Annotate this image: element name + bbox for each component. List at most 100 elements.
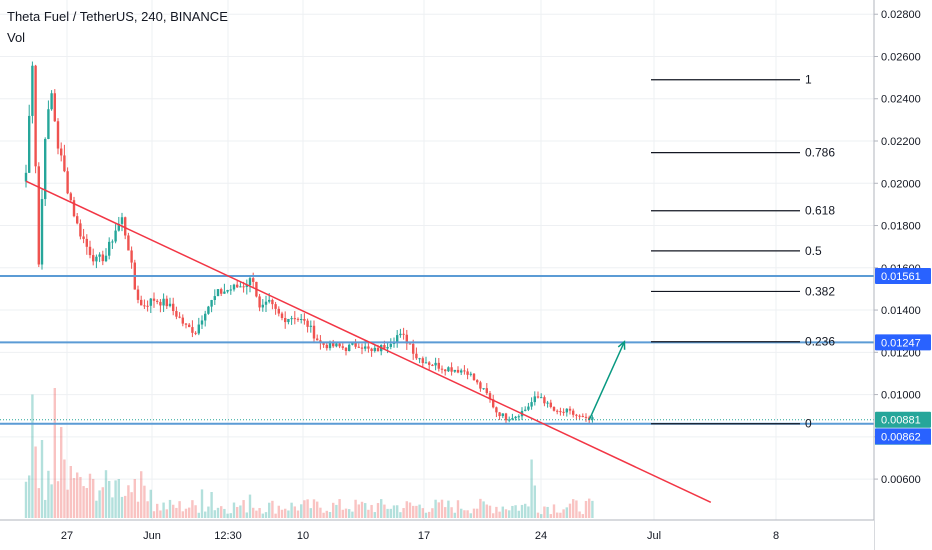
volume-bar — [127, 485, 130, 518]
volume-bar — [133, 479, 136, 518]
candle-body — [389, 343, 392, 347]
candle-body — [184, 323, 188, 325]
volume-bar — [194, 505, 197, 518]
candle-body — [172, 303, 175, 312]
candle-body — [50, 93, 53, 110]
candle-body — [72, 200, 76, 217]
volume-bar — [408, 502, 412, 518]
candle-body — [376, 347, 380, 352]
candle-body — [456, 369, 460, 373]
candle-body — [527, 406, 530, 410]
candle-body — [450, 367, 453, 372]
volume-bar — [556, 512, 559, 518]
candle-body — [44, 138, 47, 200]
candle-body — [47, 109, 50, 139]
time-tick-label: 10 — [297, 530, 309, 542]
time-tick-label: 27 — [61, 530, 73, 542]
volume-bar — [357, 504, 360, 518]
volume-bar — [149, 489, 152, 518]
candle-body — [412, 343, 415, 354]
candle-body — [175, 311, 178, 317]
candle-body — [280, 313, 284, 319]
candle-body — [396, 335, 399, 342]
volume-bar — [204, 511, 207, 518]
volume-bar — [56, 481, 60, 518]
fib-level-label: 0.786 — [805, 146, 835, 160]
volume-bar — [344, 508, 348, 518]
volume-bar — [140, 471, 143, 518]
candle-body — [293, 318, 296, 320]
candle-body — [447, 367, 450, 372]
volume-bar — [546, 506, 549, 518]
volume-bar — [351, 511, 354, 518]
volume-bar — [360, 501, 364, 518]
volume-bar — [581, 514, 584, 518]
volume-bar — [252, 507, 255, 518]
candle-body — [85, 238, 88, 247]
candle-body — [434, 362, 437, 366]
price-tick-label: 0.02600 — [881, 51, 921, 63]
volume-bar — [242, 500, 245, 518]
volume-bar — [184, 508, 188, 518]
volume-bar — [181, 511, 184, 518]
volume-bar — [319, 507, 322, 518]
candle-body — [492, 399, 495, 408]
volume-bar — [104, 470, 108, 518]
candle-body — [146, 305, 149, 307]
volume-bar — [264, 512, 268, 518]
volume-bar — [271, 500, 274, 518]
symbol-title: Theta Fuel / TetherUS, 240, BINANCE — [7, 9, 228, 24]
volume-bar — [66, 489, 69, 518]
candle-body — [236, 284, 239, 288]
candle-body — [63, 155, 66, 172]
fib-level-label: 0.5 — [805, 244, 822, 258]
candle-body — [370, 348, 373, 352]
current-price-badge — [875, 411, 931, 428]
candle-body — [472, 373, 476, 381]
volume-bar — [392, 505, 396, 518]
volume-bar — [428, 511, 431, 518]
candle-body — [104, 255, 108, 262]
volume-bar — [98, 490, 101, 518]
volume-bar — [354, 499, 357, 518]
volume-bar — [396, 505, 399, 518]
volume-bar — [92, 478, 95, 518]
candle-body — [287, 318, 290, 323]
candle-body — [335, 343, 338, 347]
volume-bar — [124, 495, 127, 518]
volume-bar — [31, 394, 34, 518]
candle-body — [421, 358, 424, 363]
volume-bar — [226, 513, 229, 518]
candle-body — [338, 343, 341, 347]
candle-body — [156, 300, 159, 302]
volume-bar — [236, 506, 239, 518]
volume-bar — [325, 510, 328, 518]
volume-bar — [268, 502, 271, 518]
level-price-badge-label: 0.00862 — [881, 431, 921, 443]
volume-bar — [37, 488, 40, 518]
candle-body — [552, 406, 556, 411]
candle-body — [178, 316, 181, 318]
volume-bar — [328, 512, 332, 518]
candle-body — [364, 346, 367, 349]
price-tick-label: 0.02000 — [881, 178, 921, 190]
volume-bar — [376, 503, 380, 518]
candle-body — [114, 230, 117, 242]
volume-bar — [136, 501, 140, 518]
volume-bar — [82, 486, 85, 518]
fib-level-label: 0.382 — [805, 284, 835, 298]
candle-body — [543, 397, 546, 404]
volume-bar — [165, 509, 168, 518]
volume-bar — [476, 508, 479, 518]
volume-bar — [504, 509, 508, 518]
candle-body — [463, 370, 466, 372]
candle-body — [351, 342, 354, 345]
candle-body — [402, 333, 405, 335]
volume-bar — [232, 502, 236, 518]
volume-bar — [60, 427, 63, 518]
volume-bar — [223, 508, 226, 518]
candle-body — [546, 402, 549, 404]
candle-body — [165, 298, 168, 307]
time-tick-label: 8 — [773, 530, 779, 542]
